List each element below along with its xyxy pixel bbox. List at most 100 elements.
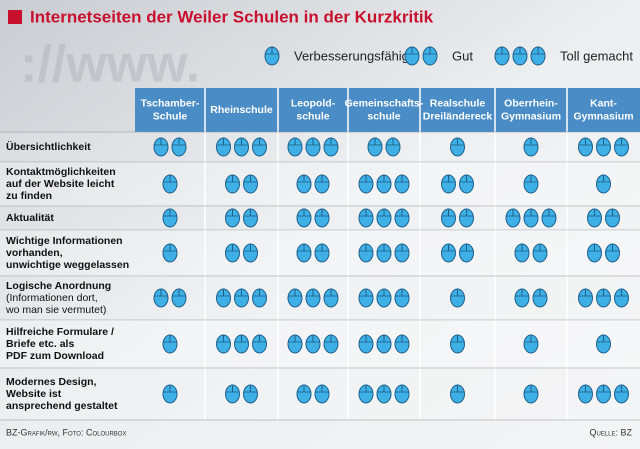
mouse-icon	[314, 208, 330, 228]
mouse-icon	[367, 137, 383, 157]
mouse-icon	[376, 174, 392, 194]
mouse-icon	[450, 137, 465, 157]
mouse-icon	[162, 174, 178, 194]
mouse-icon	[394, 288, 410, 308]
row-label: PDF zum Download	[6, 350, 104, 362]
column-header: Kant-	[590, 97, 617, 109]
mouse-icon	[153, 288, 169, 308]
mouse-icon	[596, 137, 611, 157]
row-label: unwichtige weggelassen	[6, 259, 129, 271]
mouse-icon	[296, 208, 312, 228]
mouse-icon	[264, 46, 280, 66]
mouse-icon	[162, 384, 178, 404]
mouse-icon	[287, 288, 303, 308]
legend-label: Gut	[452, 48, 473, 63]
row-label: Wichtige Informationen	[6, 235, 123, 247]
mouse-icon	[605, 208, 620, 228]
column-header: schule	[367, 110, 400, 122]
mouse-icon	[225, 208, 240, 228]
mouse-icon	[171, 137, 187, 157]
mouse-icon	[514, 288, 530, 308]
mouse-icon	[523, 334, 539, 354]
mouse-icon	[305, 334, 321, 354]
column-header: Realschule	[430, 97, 486, 109]
mouse-icon	[171, 288, 187, 308]
column-header: Rheinschule	[210, 104, 273, 116]
mouse-icon	[394, 174, 410, 194]
mouse-icon	[512, 46, 528, 66]
mouse-icon	[162, 334, 178, 354]
mouse-icon	[441, 243, 456, 263]
mouse-icon	[523, 384, 539, 404]
mouse-icon	[287, 137, 303, 157]
mouse-icon	[305, 137, 321, 157]
mouse-icon	[243, 208, 258, 228]
mouse-icon	[530, 46, 546, 66]
row-label: vorhanden,	[6, 247, 63, 259]
column-header: Oberrhein-	[504, 97, 558, 109]
mouse-icon	[404, 46, 420, 66]
mouse-icon	[153, 137, 169, 157]
mouse-icon	[358, 334, 374, 354]
mouse-icon	[252, 334, 267, 354]
legend-label: Toll gemacht	[560, 48, 633, 63]
mouse-icon	[305, 288, 321, 308]
mouse-icon	[234, 288, 249, 308]
row-label: auf der Website leicht	[6, 178, 115, 190]
mouse-icon	[323, 288, 339, 308]
mouse-icon	[532, 288, 548, 308]
mouse-icon	[358, 384, 374, 404]
mouse-icon	[587, 208, 602, 228]
mouse-icon	[441, 174, 456, 194]
row-label: Kontaktmöglichkeiten	[6, 166, 116, 178]
mouse-icon	[578, 288, 593, 308]
row-label: Modernes Design,	[6, 376, 97, 388]
mouse-icon	[394, 243, 410, 263]
mouse-icon	[523, 137, 539, 157]
mouse-icon	[376, 243, 392, 263]
mouse-icon	[296, 174, 312, 194]
row-label: Briefe etc. als	[6, 338, 74, 350]
legend-label: Verbesserungsfähig	[294, 48, 409, 63]
mouse-icon	[323, 334, 339, 354]
mouse-icon	[376, 334, 392, 354]
mouse-icon	[394, 334, 410, 354]
column-header: schule	[296, 110, 329, 122]
mouse-icon	[296, 243, 312, 263]
mouse-icon	[252, 288, 267, 308]
mouse-icon	[614, 384, 629, 404]
mouse-icon	[596, 334, 611, 354]
row-label: Aktualität	[6, 212, 54, 224]
column-header: Leopold-	[291, 97, 336, 109]
column-header: Dreiländereck	[423, 110, 493, 122]
mouse-icon	[358, 243, 374, 263]
mouse-icon	[376, 384, 392, 404]
mouse-icon	[376, 288, 392, 308]
mouse-icon	[541, 208, 557, 228]
row-label: Hilfreiche Formulare /	[6, 326, 114, 338]
mouse-icon	[358, 208, 374, 228]
mouse-icon	[494, 46, 510, 66]
mouse-icon	[450, 384, 465, 404]
mouse-icon	[216, 288, 231, 308]
mouse-icon	[358, 174, 374, 194]
row-label: zu finden	[6, 190, 52, 202]
mouse-icon	[216, 334, 231, 354]
column-header: Schule	[153, 110, 188, 122]
mouse-icon	[314, 384, 330, 404]
mouse-icon	[314, 243, 330, 263]
row-label: ansprechend gestaltet	[6, 400, 118, 412]
row-label: Logische Anordnung	[6, 280, 111, 292]
mouse-icon	[234, 334, 249, 354]
mouse-icon	[358, 288, 374, 308]
mouse-icon	[596, 288, 611, 308]
mouse-icon	[578, 384, 593, 404]
mouse-icon	[296, 384, 312, 404]
mouse-icon	[532, 243, 548, 263]
mouse-icon	[523, 208, 539, 228]
row-label: Website ist	[6, 388, 62, 400]
mouse-icon	[394, 384, 410, 404]
mouse-icon	[614, 288, 629, 308]
mouse-icon	[162, 208, 178, 228]
